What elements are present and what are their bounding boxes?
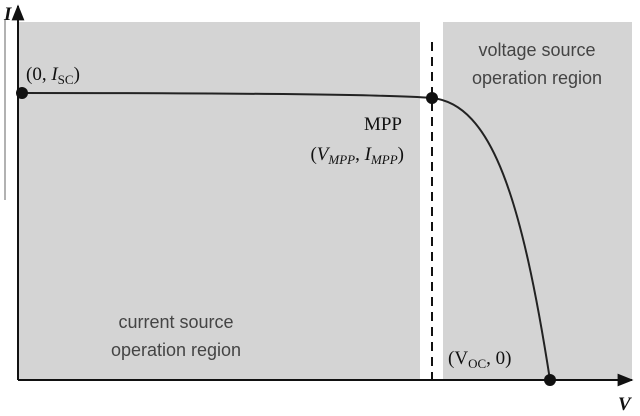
region-label: current source [118,312,233,332]
isc-label: (0, ISC) [26,64,80,87]
x-axis-label: V [618,394,632,415]
y-axis-label: I [3,4,12,25]
voc-label: (VOC, 0) [448,348,511,371]
mpp-name: MPP [364,114,402,135]
mpp-point [426,92,438,104]
region-label: voltage source [478,40,595,60]
region-label: operation region [472,68,602,88]
mpp-label: (VMPP, IMPP) [310,144,404,167]
voltage-region [443,22,632,379]
current-region [18,22,420,379]
region-label: operation region [111,340,241,360]
voc-point [544,374,556,386]
isc-point [16,87,28,99]
